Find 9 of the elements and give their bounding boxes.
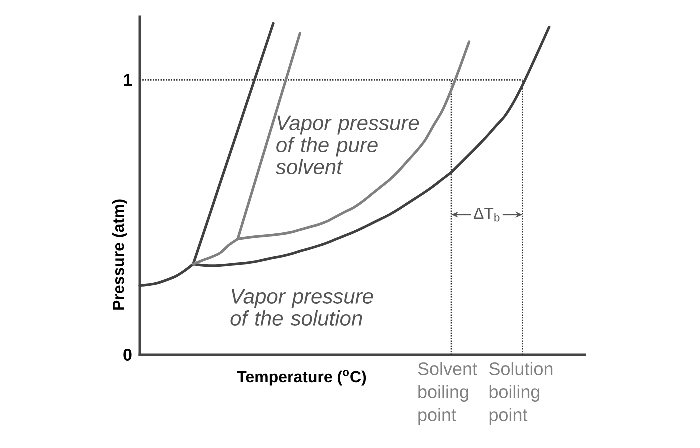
series-label: Vapor pressure of the solution <box>230 289 374 326</box>
x-axis-title: Temperature ($^{o}$C) <box>237 370 366 386</box>
y-axis-title: Pressure (atm) <box>112 200 128 310</box>
series-label: Vapor pressure of the pure solvent <box>276 116 420 175</box>
annotation: ΔT$_{b}$ <box>474 208 500 222</box>
y-tick-label: 0 <box>124 348 132 362</box>
x-tick-label: Solution boiling point <box>490 362 553 425</box>
y-tick-label: 1 <box>124 74 132 86</box>
x-tick-label: Solvent boiling point <box>418 362 478 425</box>
